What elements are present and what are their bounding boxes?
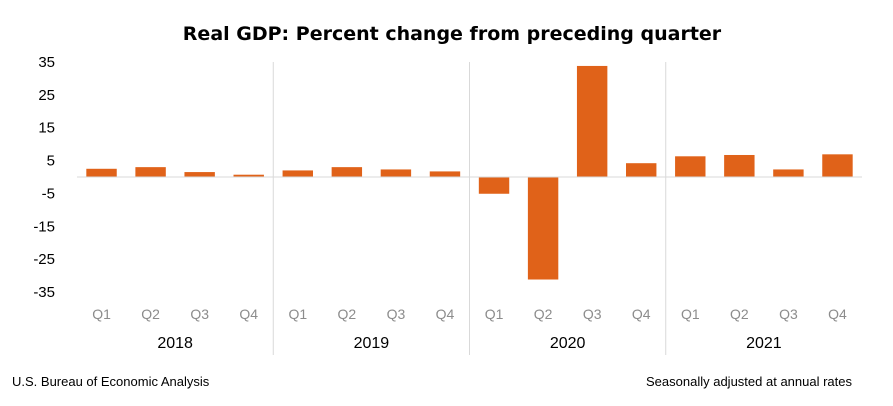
bar — [184, 172, 215, 177]
quarter-label: Q3 — [387, 306, 406, 322]
quarter-label: Q2 — [730, 306, 749, 322]
bar — [135, 167, 166, 177]
quarter-label: Q1 — [92, 306, 111, 322]
y-tick-label: -25 — [33, 251, 55, 268]
quarter-label: Q2 — [141, 306, 160, 322]
quarter-label: Q1 — [288, 306, 307, 322]
bar — [675, 156, 706, 177]
quarter-label: Q4 — [239, 306, 258, 322]
bar — [576, 65, 608, 177]
year-label: 2020 — [550, 335, 586, 352]
bar — [724, 154, 755, 177]
y-tick-label: 35 — [38, 54, 55, 71]
quarter-label: Q3 — [779, 306, 798, 322]
chart-title: Real GDP: Percent change from preceding … — [183, 23, 722, 45]
source-note: U.S. Bureau of Economic Analysis — [12, 374, 210, 389]
quarter-label: Q2 — [534, 306, 553, 322]
x-axis: Q1 Q2 Q3 Q4 Q1 Q2 Q3 Q4 Q1 Q2 Q3 Q4 Q1 Q2 Q3 Q4 2018 2019… — [92, 306, 847, 352]
y-tick-label: -5 — [42, 185, 55, 202]
year-label: 2019 — [354, 335, 390, 352]
year-dividers — [272, 62, 667, 355]
y-tick-label: -15 — [33, 218, 55, 235]
quarter-label: Q4 — [828, 306, 847, 322]
y-tick-label: 25 — [38, 87, 55, 104]
bar — [380, 169, 412, 177]
bar — [233, 174, 264, 177]
bars — [86, 65, 853, 280]
year-label: 2018 — [157, 335, 193, 352]
bar — [773, 169, 804, 177]
quarter-label: Q4 — [436, 306, 455, 322]
y-tick-label: 5 — [47, 153, 55, 170]
bar — [478, 177, 510, 194]
bar — [282, 170, 313, 177]
quarter-label: Q3 — [190, 306, 209, 322]
quarter-label: Q3 — [583, 306, 602, 322]
bar — [527, 177, 559, 280]
y-tick-label: -35 — [33, 284, 55, 301]
y-axis: 35 25 15 5 -5 -15 -25 -35 — [33, 54, 55, 301]
quarter-label: Q1 — [485, 306, 504, 322]
bar — [331, 167, 363, 177]
y-tick-label: 15 — [38, 120, 55, 137]
bar — [86, 168, 117, 177]
bar — [626, 163, 657, 177]
bar — [429, 171, 461, 177]
quarter-label: Q1 — [681, 306, 700, 322]
bar — [822, 154, 853, 177]
quarter-label: Q4 — [632, 306, 651, 322]
quarter-label: Q2 — [338, 306, 357, 322]
seasonal-note: Seasonally adjusted at annual rates — [646, 374, 852, 389]
year-label: 2021 — [746, 335, 782, 352]
